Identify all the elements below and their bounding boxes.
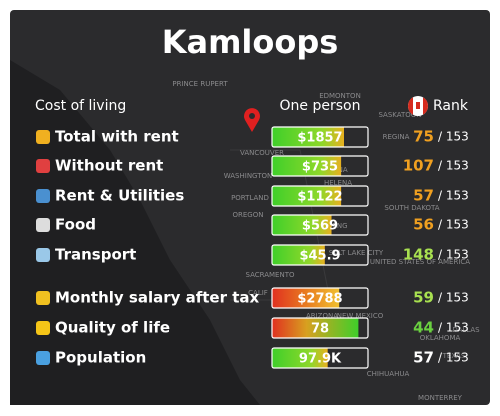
rank-header: Rank <box>433 98 469 114</box>
rank-total: / 153 <box>438 218 469 232</box>
map-label: SALT LAKE CITY <box>329 249 384 257</box>
bar-fill <box>272 288 340 308</box>
row-icon <box>36 159 50 173</box>
map-label: VANCOUVER <box>240 149 284 157</box>
bar-value: 78 <box>311 322 329 337</box>
map-label: OREGON <box>233 211 264 219</box>
bar-frame <box>271 185 369 207</box>
bar-frame <box>271 347 369 369</box>
rank-total: / 153 <box>438 321 469 335</box>
column-header: One person <box>280 98 361 114</box>
bar-frame <box>271 155 369 177</box>
bar-frame <box>271 287 369 309</box>
rank-total: / 153 <box>438 189 469 203</box>
row-label: Total with rent <box>55 128 179 146</box>
row-label: Monthly salary after tax <box>55 289 260 307</box>
row-icon <box>36 291 50 305</box>
rank-value: 75 <box>413 128 434 146</box>
title: Kamloops <box>162 23 339 61</box>
bar-value: $735 <box>302 160 338 175</box>
rank-total: / 153 <box>438 159 469 173</box>
row-icon <box>36 130 50 144</box>
rank-total: / 153 <box>438 291 469 305</box>
rank-total: / 153 <box>438 130 469 144</box>
bar-value: $1857 <box>297 131 342 146</box>
rank-value: 44 <box>413 319 434 337</box>
bar-frame <box>271 317 369 339</box>
ocean <box>10 60 260 405</box>
bar-frame <box>271 214 369 236</box>
map-label: PRINCE RUPERT <box>172 80 228 88</box>
bar-fill <box>272 318 359 338</box>
bar-fill <box>272 156 342 176</box>
bar-value: $2788 <box>297 292 342 307</box>
bar-value: $569 <box>302 219 338 234</box>
map-label: REGINA <box>383 133 410 141</box>
map-label: HELENA <box>324 179 352 187</box>
map-label: WASHINGTON <box>224 172 273 180</box>
map-label: OKLAHOMA <box>420 334 461 342</box>
map-label: PORTLAND <box>231 194 269 202</box>
map-label: NEW MEXICO <box>337 312 384 320</box>
rank-value: 59 <box>413 289 434 307</box>
bar-frame <box>271 126 369 148</box>
rank-value: 57 <box>413 187 434 205</box>
map-label: CALIF <box>248 289 268 297</box>
map-label: SOUTH DAKOTA <box>384 204 439 212</box>
bar-value: $1122 <box>297 190 342 205</box>
row-icon <box>36 248 50 262</box>
rank-value: 56 <box>413 216 434 234</box>
map-label: UNITED STATES OF AMERICA <box>370 258 470 266</box>
row-icon <box>36 321 50 335</box>
bar-fill <box>272 215 332 235</box>
row-icon <box>36 351 50 365</box>
bar-value: 97.9K <box>299 352 342 367</box>
rank-value: 148 <box>403 246 434 264</box>
rank-total: / 153 <box>438 248 469 262</box>
row-label: Food <box>55 216 96 234</box>
rank-total: / 153 <box>438 351 469 365</box>
map-label: SASKATOON <box>378 111 421 119</box>
rank-value: 57 <box>413 349 434 367</box>
bar-value: $45.9 <box>299 249 340 264</box>
map-label: CHIHUAHUA <box>367 370 410 378</box>
map-label: SACRAMENTO <box>246 271 295 279</box>
location-pin <box>244 108 260 132</box>
rank-value: 107 <box>403 157 434 175</box>
bar-frame <box>271 244 369 266</box>
row-icon <box>36 218 50 232</box>
row-icon <box>36 189 50 203</box>
map-label: TEXAS <box>442 352 466 360</box>
map-label: ARIZONA <box>306 312 338 320</box>
bar-fill <box>272 348 328 368</box>
row-label: Quality of life <box>55 319 170 337</box>
row-label: Without rent <box>55 157 163 175</box>
bar-fill <box>272 127 344 147</box>
row-label: Transport <box>55 246 136 264</box>
bar-fill <box>272 186 342 206</box>
map-label: MONTERREY <box>418 394 463 402</box>
flag <box>407 96 429 116</box>
row-label: Rent & Utilities <box>55 187 184 205</box>
section-label: Cost of living <box>35 98 126 114</box>
map-label: DALLAS <box>452 326 480 334</box>
map-label: EDMONTON <box>319 92 361 100</box>
row-label: Population <box>55 349 146 367</box>
bar-fill <box>272 245 325 265</box>
